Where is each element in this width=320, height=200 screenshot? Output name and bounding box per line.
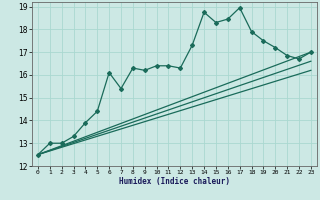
X-axis label: Humidex (Indice chaleur): Humidex (Indice chaleur) bbox=[119, 177, 230, 186]
